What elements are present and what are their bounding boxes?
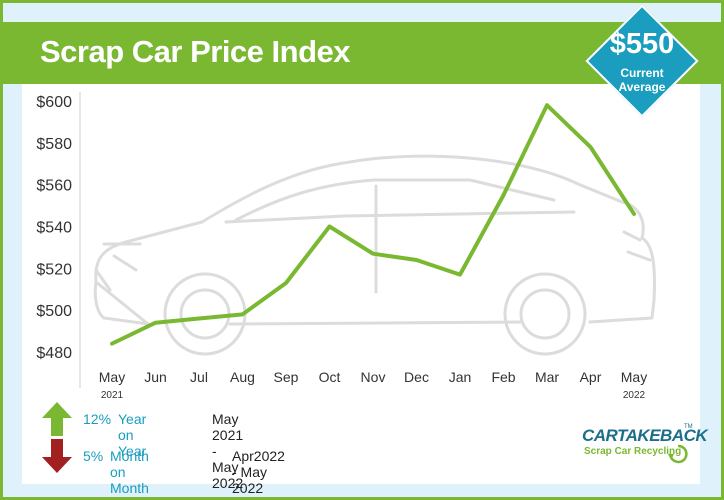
data-point bbox=[110, 342, 114, 346]
x-tick-label: Sep bbox=[274, 369, 299, 385]
x-tick-label: Dec bbox=[404, 369, 429, 385]
data-point bbox=[545, 103, 549, 107]
x-tick-sublabel: 2021 bbox=[101, 390, 124, 401]
x-tick-label: Jul bbox=[190, 369, 208, 385]
legend-year-desc: Year on Year bbox=[118, 411, 147, 459]
data-point bbox=[458, 273, 462, 277]
x-tick-label: May bbox=[99, 369, 125, 385]
x-tick-sublabel: 2022 bbox=[623, 390, 646, 401]
page-title: Scrap Car Price Index bbox=[40, 34, 351, 69]
data-point bbox=[589, 145, 592, 149]
badge-label-current: Current bbox=[620, 66, 664, 80]
data-point bbox=[154, 321, 157, 325]
x-tick-label: Mar bbox=[535, 369, 559, 385]
y-tick-label: $580 bbox=[36, 136, 72, 153]
data-point bbox=[502, 193, 505, 197]
cartakeback-logo: CARTAKEBACK TM Scrap Car Recycling bbox=[580, 418, 708, 468]
legend-month-period: Apr2022 - May 2022 bbox=[232, 448, 285, 496]
arrow-down-icon bbox=[42, 439, 72, 473]
recycle-icon bbox=[668, 444, 688, 464]
logo-tm: TM bbox=[684, 424, 693, 430]
arrow-down-shape bbox=[42, 439, 72, 473]
current-average-badge: $550 Current Average bbox=[585, 4, 699, 118]
y-tick-label: $540 bbox=[36, 220, 72, 237]
legend-month-desc: Month on Month bbox=[110, 448, 149, 496]
data-point bbox=[328, 225, 331, 228]
logo-main-text: CARTAKEBACK bbox=[582, 426, 708, 445]
x-tick-label: Aug bbox=[230, 369, 255, 385]
badge-label-average: Average bbox=[618, 80, 666, 94]
arrow-up-shape bbox=[42, 402, 72, 436]
x-tick-label: Jun bbox=[144, 369, 167, 385]
legend-year-period: May 2021 - May 2022 bbox=[212, 411, 244, 491]
data-point bbox=[415, 258, 418, 262]
y-tick-label: $600 bbox=[36, 94, 72, 111]
data-point bbox=[284, 281, 288, 285]
x-tick-label: Apr bbox=[580, 369, 602, 385]
x-tick-label: Jan bbox=[449, 369, 472, 385]
x-tick-label: May bbox=[621, 369, 647, 385]
y-tick-label: $560 bbox=[36, 178, 72, 195]
badge-value: $550 bbox=[609, 28, 675, 60]
data-point bbox=[241, 312, 244, 316]
y-tick-label: $480 bbox=[36, 345, 72, 362]
legend-year-pct: 12% bbox=[83, 411, 112, 427]
logo-sub-text: Scrap Car Recycling bbox=[584, 446, 682, 457]
x-axis: May 2021 Jun Jul Aug Sep Oct Nov Dec Jan Feb Mar Apr… bbox=[99, 369, 647, 401]
x-tick-label: Nov bbox=[361, 369, 386, 385]
chart-panel bbox=[22, 84, 700, 484]
y-tick-label: $500 bbox=[36, 303, 72, 320]
y-tick-label: $520 bbox=[36, 261, 72, 278]
data-point bbox=[197, 317, 201, 321]
legend-month-pct: 5% bbox=[83, 448, 104, 464]
x-tick-label: Feb bbox=[491, 369, 515, 385]
series-line bbox=[110, 103, 636, 346]
data-point bbox=[632, 212, 636, 216]
x-tick-label: Oct bbox=[319, 369, 341, 385]
data-point bbox=[371, 252, 375, 256]
arrow-up-icon bbox=[42, 402, 72, 436]
y-axis: $480 $500 $520 $540 $560 $580 $600 bbox=[36, 92, 81, 388]
